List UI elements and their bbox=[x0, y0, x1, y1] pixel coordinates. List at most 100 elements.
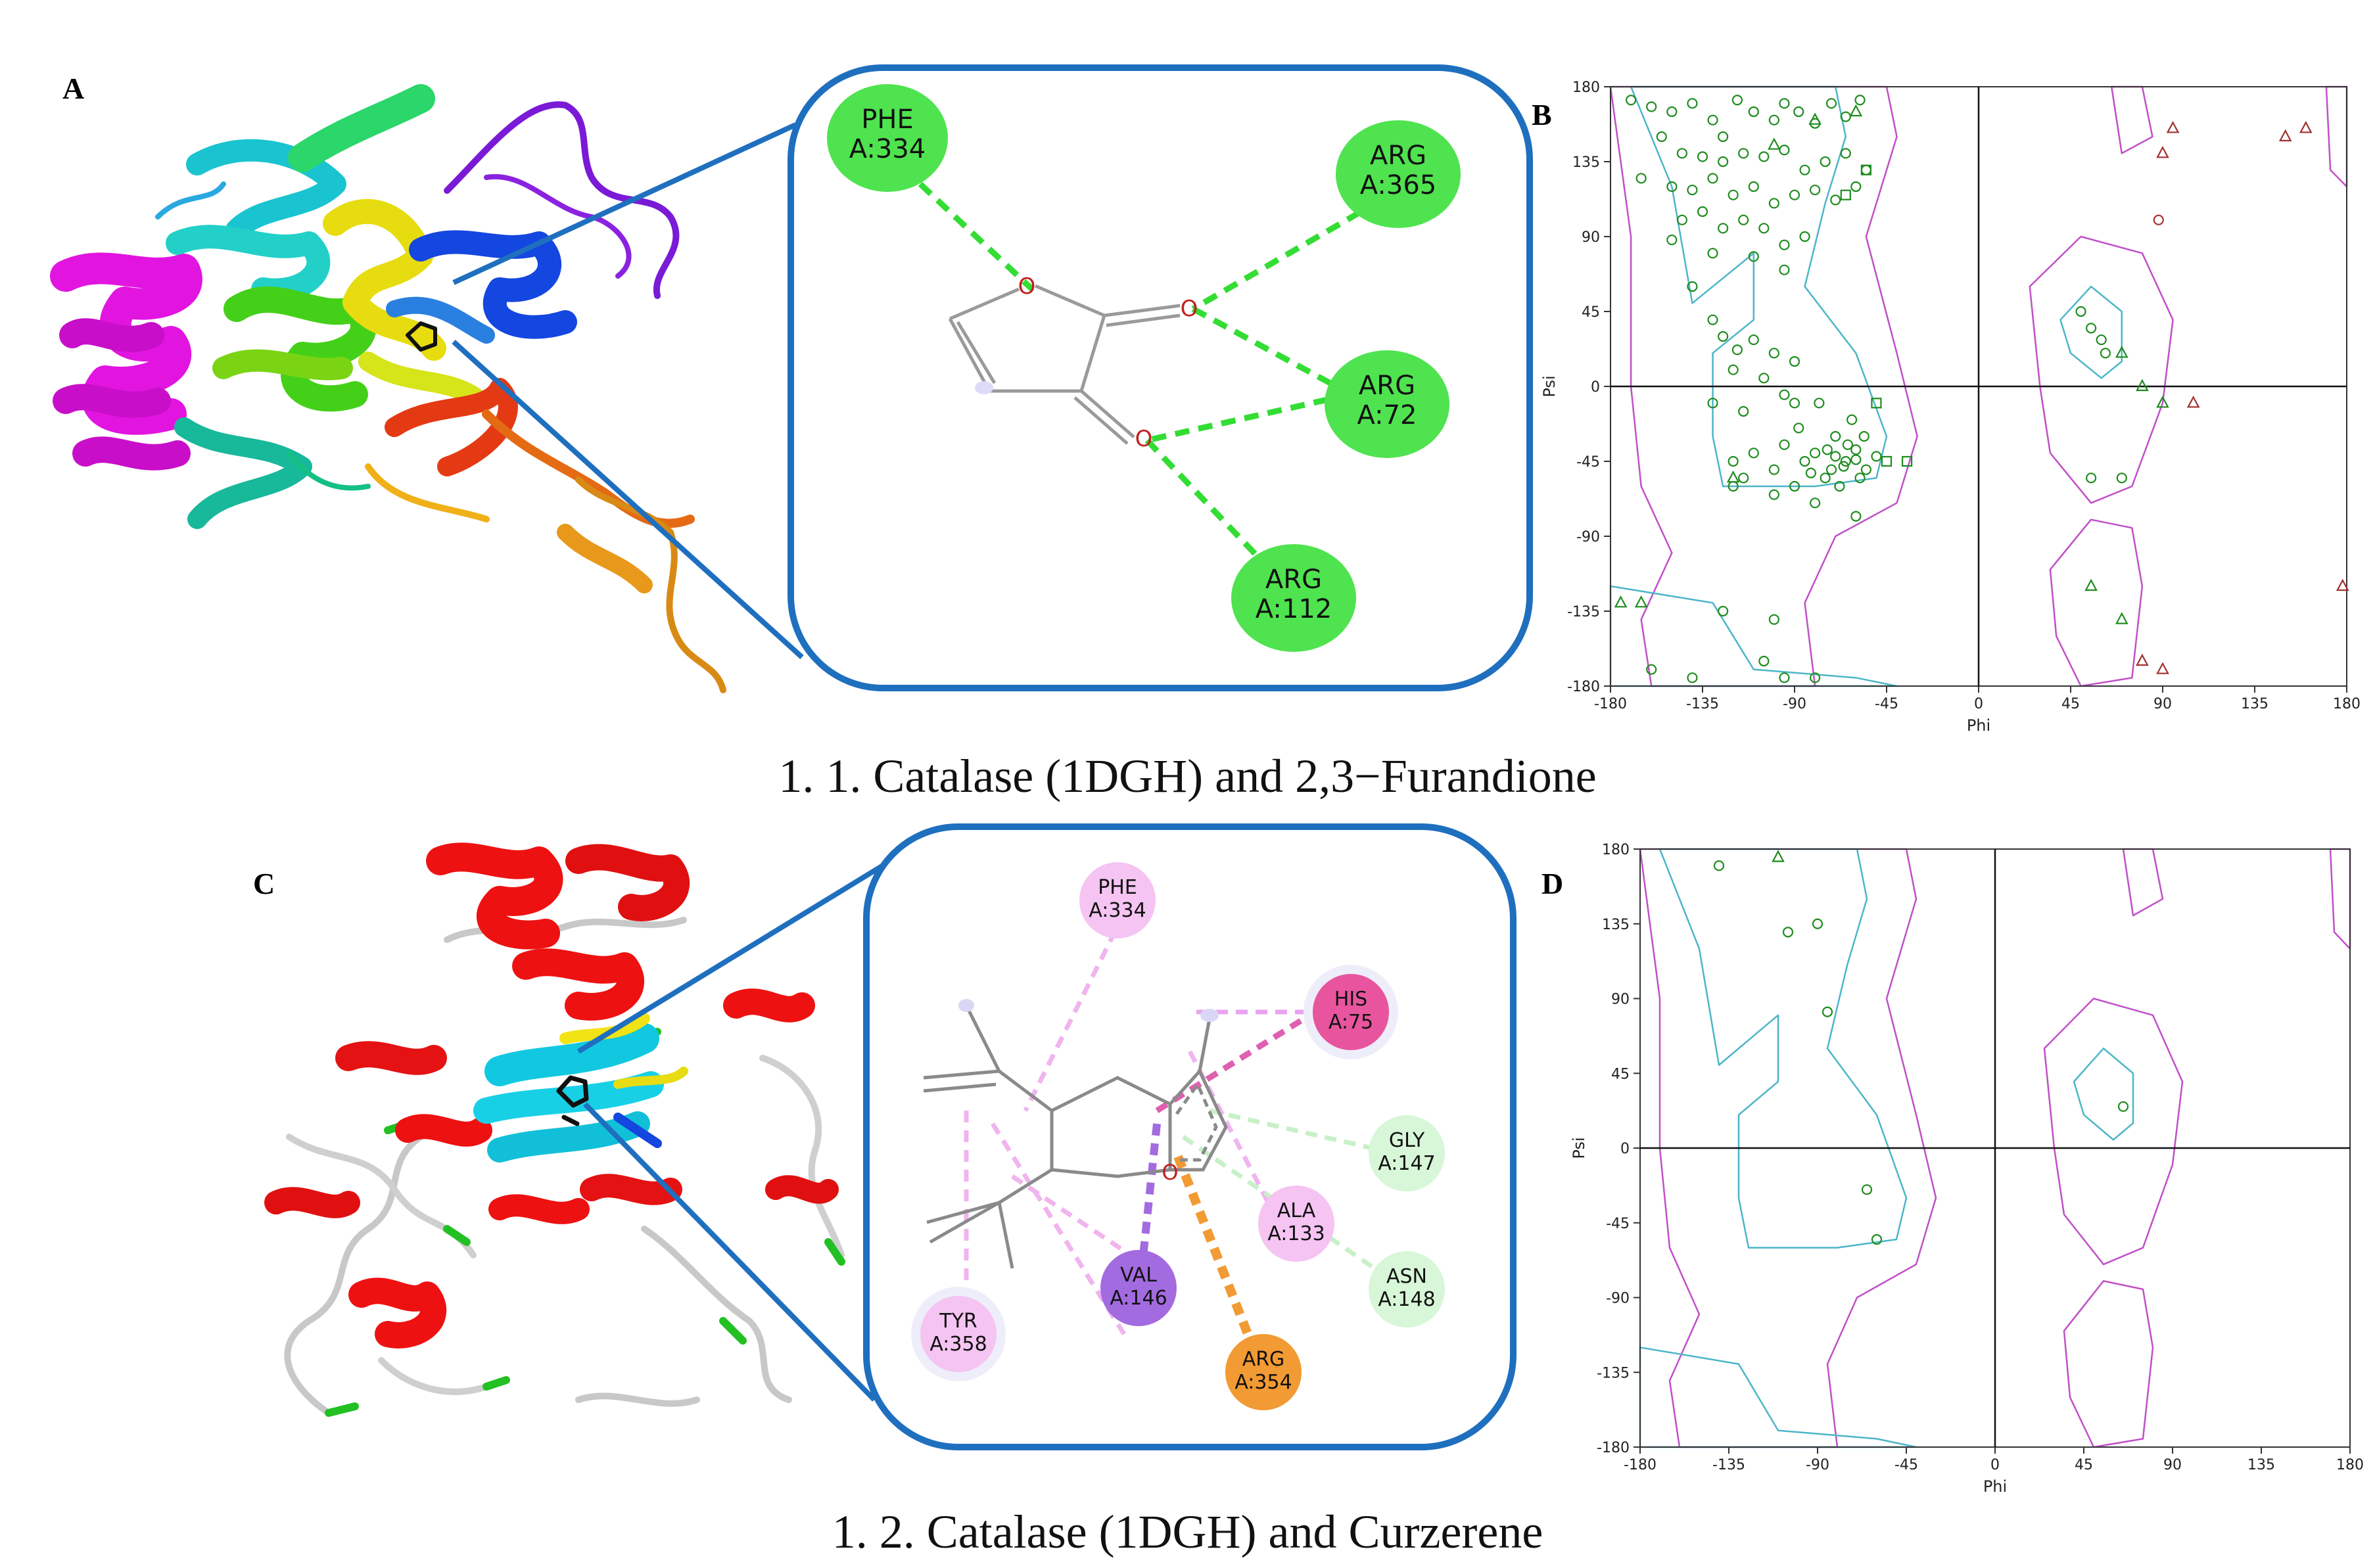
svg-text:A:354: A:354 bbox=[1235, 1371, 1292, 1394]
data-point bbox=[1748, 334, 1759, 346]
x-tick-label: -90 bbox=[1806, 1457, 1829, 1473]
data-point bbox=[1738, 214, 1749, 225]
data-point bbox=[1881, 455, 1893, 467]
data-point bbox=[2166, 120, 2180, 133]
svg-text:GLY: GLY bbox=[1389, 1129, 1425, 1152]
ligand-atom-o3: O bbox=[1135, 426, 1153, 452]
data-point bbox=[2336, 578, 2349, 591]
data-point bbox=[2156, 395, 2169, 408]
zoom-frame bbox=[788, 64, 1533, 691]
contour bbox=[2329, 848, 2351, 950]
y-tick-label: -180 bbox=[1597, 1440, 1630, 1456]
panel-letter-a: A bbox=[62, 72, 85, 105]
data-point bbox=[2299, 120, 2313, 133]
residue-arg-112: ARG A:112 bbox=[1231, 544, 1356, 652]
data-point bbox=[2278, 129, 2292, 142]
panel-letter-b: B bbox=[1532, 98, 1552, 131]
contour bbox=[1630, 85, 1888, 488]
x-tick-label: 180 bbox=[2336, 1457, 2364, 1473]
x-tick-label: 90 bbox=[2153, 696, 2172, 712]
data-point bbox=[1707, 248, 1718, 259]
data-point bbox=[1860, 464, 1871, 475]
svg-text:ARG: ARG bbox=[1370, 141, 1426, 171]
zoom-connector-c bbox=[576, 832, 935, 1402]
svg-text:A:146: A:146 bbox=[1110, 1287, 1167, 1310]
residue-his-75: HIS A:75 bbox=[1304, 965, 1398, 1059]
data-point bbox=[1810, 672, 1821, 683]
data-point bbox=[1748, 181, 1759, 193]
ligand-atom-o2: O bbox=[1181, 296, 1198, 322]
svg-text:A:72: A:72 bbox=[1357, 400, 1417, 430]
data-point bbox=[1697, 206, 1708, 218]
data-point bbox=[1718, 331, 1729, 342]
y-tick-label: -45 bbox=[1606, 1216, 1630, 1232]
ligand-atom-o1: O bbox=[1018, 273, 1036, 300]
svg-text:TYR: TYR bbox=[939, 1310, 977, 1333]
data-point bbox=[1728, 189, 1739, 200]
contour bbox=[2049, 519, 2144, 687]
x-tick-label: -135 bbox=[1712, 1457, 1745, 1473]
contour bbox=[2059, 285, 2123, 379]
data-point bbox=[1799, 455, 1810, 467]
contour bbox=[2325, 85, 2348, 188]
data-point bbox=[1810, 497, 1821, 509]
data-point bbox=[1687, 184, 1698, 196]
data-point bbox=[1768, 464, 1779, 475]
data-point bbox=[1646, 101, 1657, 112]
data-point bbox=[2156, 662, 2169, 674]
residue-asn-148: ASN A:148 bbox=[1369, 1251, 1445, 1327]
y-tick-label: 45 bbox=[1582, 304, 1600, 321]
data-point bbox=[1793, 423, 1804, 434]
x-tick-label: -45 bbox=[1894, 1457, 1918, 1473]
data-point bbox=[1768, 137, 1781, 150]
data-point bbox=[1768, 114, 1779, 126]
x-tick-label: -180 bbox=[1594, 696, 1627, 712]
svg-text:A:112: A:112 bbox=[1256, 594, 1332, 624]
residue-phe-334: PHE A:334 bbox=[827, 84, 948, 192]
data-point bbox=[2136, 379, 2149, 392]
contour bbox=[2073, 1048, 2134, 1141]
data-point bbox=[1860, 164, 1871, 175]
residue-tyr-358: TYR A:358 bbox=[911, 1287, 1006, 1381]
panel-letter-c: C bbox=[253, 867, 275, 900]
data-point bbox=[1779, 672, 1790, 683]
data-point bbox=[1825, 464, 1837, 475]
data-point bbox=[1854, 473, 1866, 484]
y-tick-label: 135 bbox=[1602, 917, 1630, 933]
data-point bbox=[1718, 605, 1729, 617]
svg-text:ARG: ARG bbox=[1359, 371, 1415, 401]
y-tick-label: 0 bbox=[1620, 1141, 1630, 1157]
data-point bbox=[2096, 334, 2107, 346]
x-tick-label: 0 bbox=[1974, 696, 1983, 712]
contour bbox=[2063, 1280, 2154, 1448]
residue-arg-365: ARG A:365 bbox=[1336, 120, 1461, 228]
data-point bbox=[2086, 473, 2097, 484]
x-tick-label: 90 bbox=[2163, 1457, 2182, 1473]
data-point bbox=[2153, 214, 2164, 225]
data-point bbox=[1731, 95, 1743, 106]
data-point bbox=[1687, 98, 1698, 109]
residue-ala-133: ALA A:133 bbox=[1258, 1186, 1334, 1262]
data-point bbox=[1822, 444, 1833, 455]
data-point bbox=[1805, 467, 1816, 478]
data-point bbox=[2084, 578, 2098, 591]
data-point bbox=[1850, 181, 1862, 193]
data-point bbox=[1810, 184, 1821, 196]
data-point bbox=[1871, 398, 1882, 409]
y-tick-label: -180 bbox=[1567, 679, 1600, 695]
data-point bbox=[1830, 195, 1841, 206]
data-point bbox=[1718, 131, 1729, 143]
data-point bbox=[2117, 1101, 2129, 1112]
data-point bbox=[1840, 111, 1851, 122]
data-point bbox=[1646, 664, 1657, 675]
data-point bbox=[1676, 214, 1687, 225]
y-tick-label: 135 bbox=[1572, 154, 1600, 171]
data-point bbox=[1758, 151, 1770, 162]
y-tick-label: 90 bbox=[1611, 992, 1630, 1008]
data-point bbox=[1779, 439, 1790, 450]
allowed-region-contours bbox=[1639, 848, 2351, 1448]
data-point bbox=[1871, 451, 1882, 462]
y-tick-label: 45 bbox=[1611, 1066, 1630, 1082]
x-tick-label: -135 bbox=[1686, 696, 1719, 712]
svg-text:HIS: HIS bbox=[1334, 988, 1367, 1011]
